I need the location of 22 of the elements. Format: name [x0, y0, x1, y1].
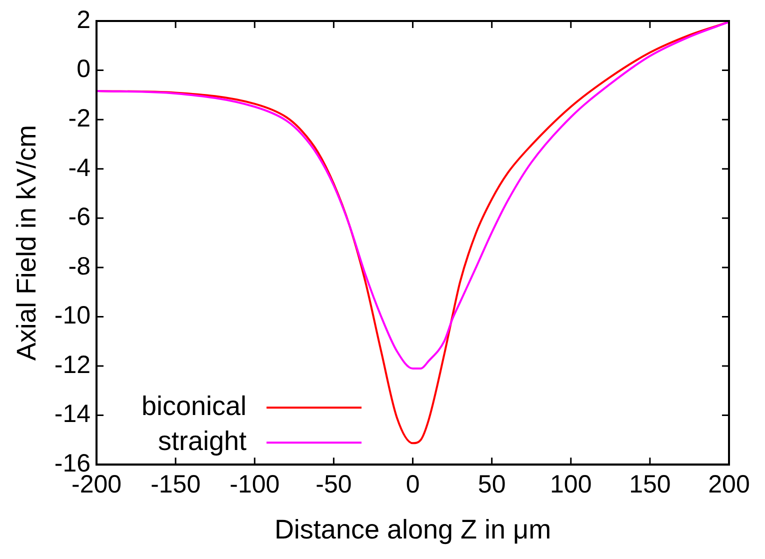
x-tick-label: -100: [230, 470, 280, 498]
x-tick-label: -150: [150, 470, 201, 498]
x-tick-label: 100: [550, 470, 592, 498]
y-tick-label: 2: [76, 6, 91, 34]
x-tick-label: 150: [629, 470, 671, 498]
y-tick-label: -8: [68, 252, 91, 280]
y-tick-label: -2: [68, 104, 91, 132]
x-tick-label: 0: [406, 470, 420, 498]
x-axis-title: Distance along Z in μm: [274, 514, 552, 544]
y-tick-label: -14: [54, 400, 91, 428]
x-tick-label: -50: [316, 470, 352, 498]
x-tick-label: 200: [708, 470, 750, 498]
x-tick-label: 50: [478, 470, 506, 498]
legend-label: straight: [158, 426, 248, 456]
legend-label: biconical: [141, 391, 247, 422]
y-tick-label: -4: [68, 154, 91, 182]
y-tick-label: -12: [54, 350, 91, 379]
y-tick-label: -10: [54, 302, 91, 330]
line-series: [96, 21, 729, 370]
y-tick-label: 0: [76, 55, 91, 84]
y-tick-label: -6: [68, 203, 91, 232]
y-axis-title: Axial Field in kV/cm: [12, 125, 42, 361]
